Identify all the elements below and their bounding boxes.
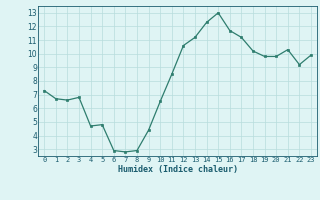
X-axis label: Humidex (Indice chaleur): Humidex (Indice chaleur) [118,165,238,174]
